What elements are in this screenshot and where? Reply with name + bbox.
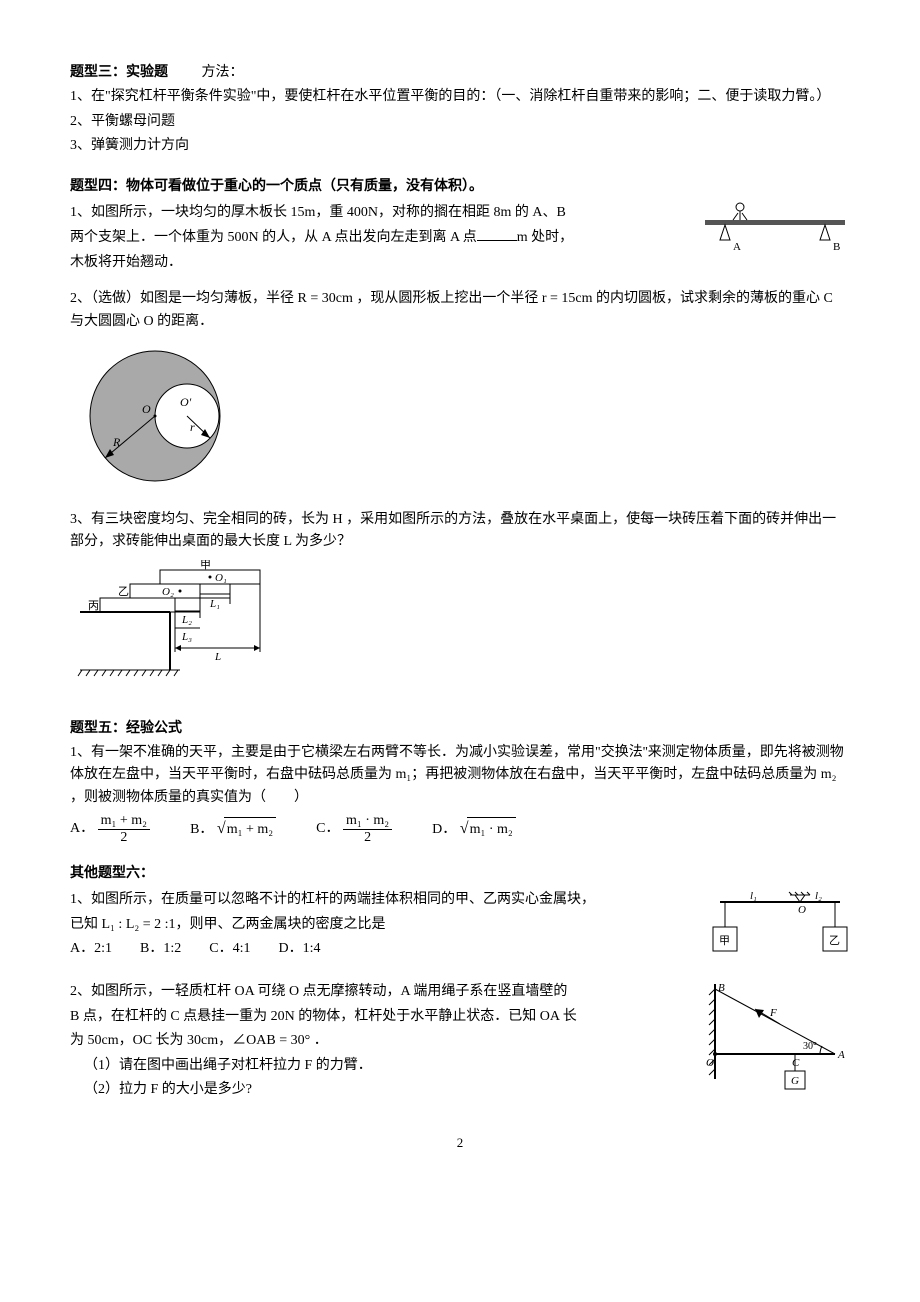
section-4-q3-figure: 甲 乙 丙 O₁ O₂ L₁ L₂ L₃ L	[70, 560, 850, 700]
label-O1: O₁	[215, 572, 227, 584]
section-3-title: 题型三：实验题	[70, 65, 168, 80]
section-5-q1-text: 1、有一架不准确的天平，主要是由于它横梁左右两臂不等长．为减小实验误差，常用"交…	[70, 742, 850, 809]
section-6-title: 其他题型六：	[70, 863, 850, 885]
label-Oprime: O'	[180, 395, 192, 409]
label-L1: L₁	[209, 598, 220, 610]
section-3-item-1: 1、在"探究杠杆平衡条件实验"中，要使杠杆在水平位置平衡的目的：（一、消除杠杆自…	[70, 86, 850, 108]
s6q2-sub2: （2）拉力 F 的大小是多少?	[70, 1079, 690, 1101]
option-B: B． √m₁ + m₂	[190, 816, 276, 842]
section-4-q3-text: 3、有三块密度均匀、完全相同的砖，长为 H ，采用如图所示的方法，叠放在水平桌面…	[70, 509, 850, 554]
optB-sqrt: √m₁ + m₂	[217, 816, 276, 842]
s4q1-line1: 1、如图所示，一块均匀的厚木板长 15m，重 400N，对称的搁在相距 8m 的…	[70, 202, 690, 224]
option-D: D． √m₁ · m₂	[432, 816, 516, 842]
label-yi: 乙	[118, 585, 129, 598]
s6q2-line3: 为 50cm，OC 长为 30cm，∠OAB = 30° ．	[70, 1030, 690, 1052]
label-angle: 30°	[803, 1041, 817, 1052]
label-F: F	[769, 1007, 777, 1019]
section-6-q2-figure: B F 30° O C A G	[700, 979, 850, 1099]
section-4-q2-figure: O O' R r	[70, 341, 850, 491]
s6q1-line1: 1、如图所示，在质量可以忽略不计的杠杆的两端挂体积相同的甲、乙两实心金属块，	[70, 889, 700, 911]
optD-label: D．	[432, 822, 456, 837]
section-3-header: 题型三：实验题 方法：	[70, 62, 850, 84]
label-A: A	[733, 241, 741, 253]
s4q1-blank	[477, 226, 517, 241]
label-A: A	[837, 1049, 845, 1061]
label-O: O	[142, 402, 151, 416]
label-r: r	[190, 420, 195, 434]
label-L: L	[214, 651, 221, 663]
s6q2-line2: B 点，在杠杆的 C 点悬挂一重为 20N 的物体，杠杆处于水平静止状态．已知 …	[70, 1006, 690, 1028]
section-5: 题型五：经验公式 1、有一架不准确的天平，主要是由于它横梁左右两臂不等长．为减小…	[70, 718, 850, 845]
optA-frac: m₁ + m₂ 2	[98, 813, 150, 845]
section-5-q1-options: A． m₁ + m₂ 2 B． √m₁ + m₂ C． m₁ · m₂ 2 D．…	[70, 813, 850, 845]
section-6-q1: 1、如图所示，在质量可以忽略不计的杠杆的两端挂体积相同的甲、乙两实心金属块， 已…	[70, 887, 850, 967]
label-L3: L₃	[181, 631, 192, 643]
s6q1-opts: A．2:1 B．1:2 C．4:1 D．1:4	[70, 938, 700, 960]
section-4-q1-text: 1、如图所示，一块均匀的厚木板长 15m，重 400N，对称的搁在相距 8m 的…	[70, 200, 690, 276]
section-6-q2: 2、如图所示，一轻质杠杆 OA 可绕 O 点无摩擦转动，A 端用绳子系在竖直墙壁…	[70, 979, 850, 1103]
label-O: O	[798, 904, 806, 916]
label-jia: 甲	[719, 935, 730, 947]
optB-body: m₁ + m₂	[224, 817, 276, 841]
section-5-title: 题型五：经验公式	[70, 718, 850, 740]
label-B: B	[718, 982, 725, 994]
optC-den: 2	[343, 830, 392, 845]
section-6-q1-figure: l₁ O l₂ 甲 乙	[710, 887, 850, 967]
label-O2: O₂	[162, 586, 174, 598]
s4q1-line3: 木板将开始翘动．	[70, 252, 690, 274]
label-jia: 甲	[200, 560, 211, 571]
label-B: B	[833, 241, 840, 253]
optA-num: m₁ + m₂	[98, 813, 150, 829]
label-G: G	[791, 1075, 799, 1087]
section-3-item-3: 3、弹簧测力计方向	[70, 135, 850, 157]
s6q1-text: 1、如图所示，在质量可以忽略不计的杠杆的两端挂体积相同的甲、乙两实心金属块， 已…	[70, 887, 700, 962]
s4q1-line2: 两个支架上．一个体重为 500N 的人，从 A 点出发向左走到离 A 点 m 处时…	[70, 226, 690, 249]
section-4: 题型四：物体可看做位于重心的一个质点（只有质量，没有体积）。 1、如图所示，一块…	[70, 176, 850, 700]
section-4-q1: 1、如图所示，一块均匀的厚木板长 15m，重 400N，对称的搁在相距 8m 的…	[70, 200, 850, 276]
label-O: O	[706, 1057, 714, 1069]
wall-lever-diagram: B F 30° O C A G	[700, 979, 850, 1099]
circle-cutout-diagram: O O' R r	[70, 341, 250, 491]
optA-den: 2	[98, 830, 150, 845]
optC-frac: m₁ · m₂ 2	[343, 813, 392, 845]
label-bing: 丙	[88, 600, 99, 612]
s6q2-sub1: （1）请在图中画出绳子对杠杆拉力 F 的力臂．	[70, 1055, 690, 1077]
label-C: C	[792, 1057, 800, 1069]
lever-blocks-diagram: l₁ O l₂ 甲 乙	[710, 887, 850, 967]
optC-label: C．	[316, 821, 339, 836]
label-yi: 乙	[829, 934, 840, 947]
option-C: C． m₁ · m₂ 2	[316, 813, 392, 845]
optB-label: B．	[190, 822, 213, 837]
s4q1-line2-pre: 两个支架上．一个体重为 500N 的人，从 A 点出发向左走到离 A 点	[70, 230, 477, 245]
beam-support-diagram: A B	[700, 200, 850, 255]
section-4-q1-figure: A B	[700, 200, 850, 255]
page-number: 2	[70, 1133, 850, 1154]
option-A: A． m₁ + m₂ 2	[70, 813, 150, 845]
s6q2-line1: 2、如图所示，一轻质杠杆 OA 可绕 O 点无摩擦转动，A 端用绳子系在竖直墙壁…	[70, 981, 690, 1003]
s6q2-text: 2、如图所示，一轻质杠杆 OA 可绕 O 点无摩擦转动，A 端用绳子系在竖直墙壁…	[70, 979, 690, 1103]
section-3-item-2: 2、平衡螺母问题	[70, 111, 850, 133]
optD-body: m₁ · m₂	[467, 817, 516, 841]
optD-sqrt: √m₁ · m₂	[460, 816, 516, 842]
section-3-method: 方法：	[202, 65, 244, 80]
label-L2: L₂	[181, 614, 192, 626]
label-l1: l₁	[750, 890, 757, 902]
s4q1-line2-post: m 处时，	[517, 230, 573, 245]
optA-label: A．	[70, 821, 94, 836]
label-l2: l₂	[815, 890, 822, 902]
stacked-bricks-diagram: 甲 乙 丙 O₁ O₂ L₁ L₂ L₃ L	[70, 560, 290, 700]
section-4-q2-text: 2、（选做）如图是一均匀薄板，半径 R = 30cm ，现从圆形板上挖出一个半径…	[70, 288, 850, 333]
section-3: 题型三：实验题 方法： 1、在"探究杠杆平衡条件实验"中，要使杠杆在水平位置平衡…	[70, 62, 850, 158]
optC-num: m₁ · m₂	[343, 813, 392, 829]
section-4-title: 题型四：物体可看做位于重心的一个质点（只有质量，没有体积）。	[70, 176, 850, 198]
s6q1-line2: 已知 L₁ : L₂ = 2 :1，则甲、乙两金属块的密度之比是	[70, 914, 700, 936]
section-6: 其他题型六： 1、如图所示，在质量可以忽略不计的杠杆的两端挂体积相同的甲、乙两实…	[70, 863, 850, 1103]
label-R: R	[112, 435, 121, 449]
